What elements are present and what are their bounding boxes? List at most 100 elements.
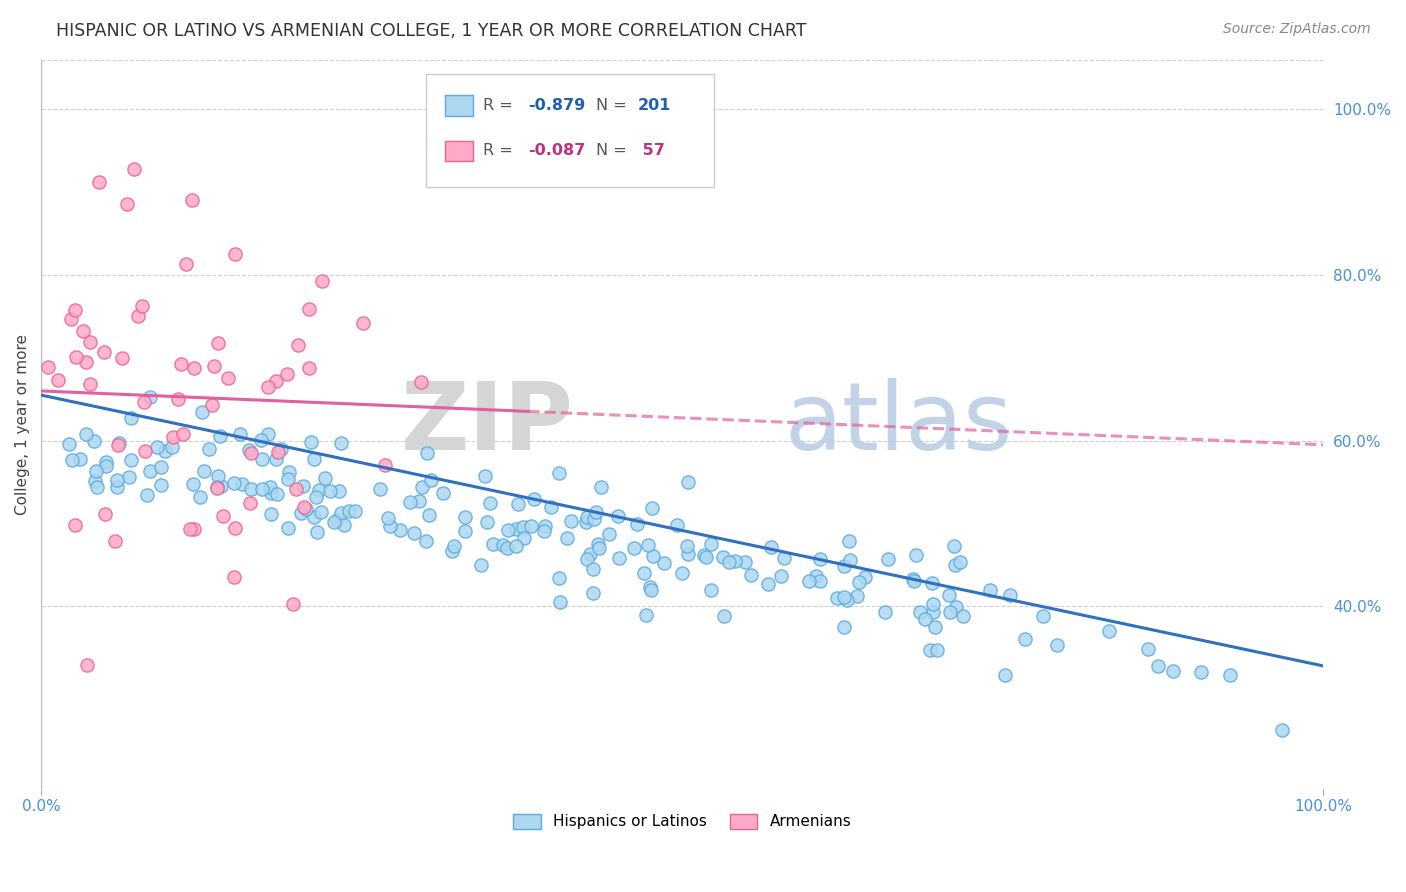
Point xyxy=(277,465,299,479)
Point xyxy=(122,162,145,177)
Point xyxy=(183,360,205,375)
Point xyxy=(238,442,260,457)
FancyBboxPatch shape xyxy=(444,95,474,116)
Point xyxy=(582,512,605,526)
Point xyxy=(910,606,932,620)
Point xyxy=(411,480,433,494)
Point xyxy=(506,497,529,511)
Point xyxy=(65,350,87,364)
Text: -0.087: -0.087 xyxy=(529,144,585,158)
Point xyxy=(277,521,299,535)
Point xyxy=(443,540,465,554)
Point xyxy=(329,436,352,450)
Point xyxy=(146,440,169,454)
Point xyxy=(853,570,876,584)
Point xyxy=(150,478,173,492)
Point xyxy=(120,453,142,467)
Point xyxy=(948,555,970,569)
Point xyxy=(903,572,925,586)
Point xyxy=(298,361,321,376)
Point xyxy=(295,502,318,516)
Point xyxy=(311,274,333,288)
Point xyxy=(309,505,332,519)
Point xyxy=(534,518,557,533)
Point xyxy=(576,552,599,566)
Text: N =: N = xyxy=(596,144,633,158)
Point xyxy=(454,510,477,524)
Point xyxy=(922,597,945,611)
Point xyxy=(903,574,925,589)
Point xyxy=(105,480,128,494)
Point xyxy=(454,524,477,539)
Point xyxy=(389,523,412,537)
Point xyxy=(75,355,97,369)
Point xyxy=(60,453,83,467)
Legend: Hispanics or Latinos, Armenians: Hispanics or Latinos, Armenians xyxy=(508,808,858,836)
Point xyxy=(939,605,962,619)
Point xyxy=(176,256,198,270)
Point xyxy=(877,552,900,566)
Point xyxy=(756,576,779,591)
Point xyxy=(475,515,498,529)
Point xyxy=(150,460,173,475)
Point xyxy=(352,317,374,331)
Point xyxy=(326,512,349,526)
Point xyxy=(607,550,630,565)
Point xyxy=(533,524,555,538)
Point xyxy=(167,392,190,406)
Point xyxy=(180,193,202,207)
Point xyxy=(808,552,831,566)
Point xyxy=(998,588,1021,602)
Point xyxy=(1161,664,1184,678)
Point xyxy=(250,434,273,448)
Point xyxy=(636,607,658,622)
Point xyxy=(329,506,352,520)
Point xyxy=(111,351,134,365)
Text: 201: 201 xyxy=(637,98,671,113)
Point xyxy=(162,430,184,444)
Point xyxy=(94,455,117,469)
Text: N =: N = xyxy=(596,98,633,113)
Point xyxy=(845,590,868,604)
Point xyxy=(239,446,262,460)
Point xyxy=(333,517,356,532)
Point xyxy=(920,643,942,657)
Point xyxy=(806,569,828,583)
Point xyxy=(134,395,156,409)
Point xyxy=(172,426,194,441)
Point xyxy=(287,338,309,352)
Point xyxy=(724,554,747,568)
Point xyxy=(197,442,219,457)
Point xyxy=(740,567,762,582)
Point xyxy=(678,547,700,561)
Text: R =: R = xyxy=(484,144,519,158)
Y-axis label: College, 1 year or more: College, 1 year or more xyxy=(15,334,30,515)
Point xyxy=(496,523,519,537)
Point xyxy=(201,398,224,412)
Point xyxy=(276,368,298,382)
Point xyxy=(105,473,128,487)
Point xyxy=(578,547,600,561)
Point xyxy=(277,472,299,486)
Point xyxy=(994,668,1017,682)
Point xyxy=(420,473,443,487)
Point xyxy=(718,555,741,569)
Point xyxy=(1032,609,1054,624)
Point xyxy=(83,434,105,449)
Point xyxy=(797,574,820,588)
Point xyxy=(1014,632,1036,647)
Point xyxy=(540,500,562,514)
Point xyxy=(108,436,131,450)
Point xyxy=(267,445,290,459)
Point xyxy=(832,558,855,573)
Point xyxy=(136,488,159,502)
Point xyxy=(94,507,117,521)
Point xyxy=(713,609,735,624)
Point xyxy=(470,558,492,573)
Point xyxy=(93,345,115,359)
Point xyxy=(292,479,315,493)
Point xyxy=(209,478,232,492)
Point xyxy=(63,303,86,318)
Point xyxy=(505,540,527,554)
Point xyxy=(921,605,943,619)
